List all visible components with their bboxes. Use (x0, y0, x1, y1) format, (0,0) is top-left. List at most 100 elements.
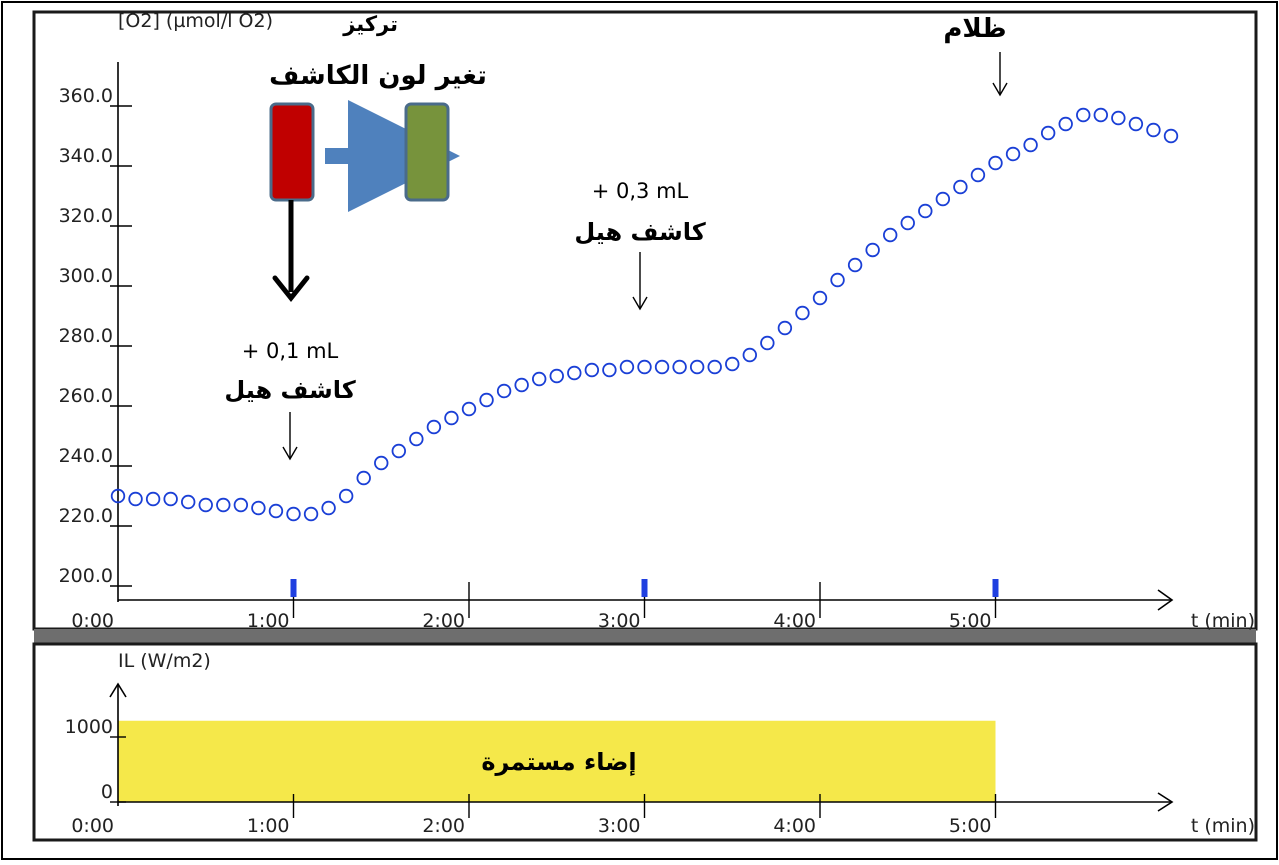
bottom-x-axis-arrow (1157, 792, 1174, 812)
top-x-tick-label: 4:00 (773, 610, 816, 632)
bottom-y-axis-arrow (109, 682, 127, 698)
data-point (110, 488, 126, 504)
data-point (461, 401, 477, 417)
top-y-tick-label: 320.0 (59, 205, 113, 227)
light-region (118, 720, 996, 802)
tube-before-red (269, 102, 315, 202)
data-point (830, 272, 845, 288)
data-point (637, 359, 652, 375)
data-point (935, 191, 951, 207)
data-point (900, 215, 915, 231)
annotation-dark: ظلام (943, 14, 1008, 97)
bottom-x-axis-label: t (min) (1191, 815, 1255, 837)
data-point (426, 419, 442, 435)
data-point (163, 491, 178, 507)
data-point (953, 179, 968, 195)
annotation-arrow-head-3 (992, 82, 1008, 97)
data-point (918, 203, 933, 219)
data-point (409, 431, 424, 447)
top-y-tick-label: 240.0 (59, 445, 113, 467)
data-point (198, 497, 213, 513)
data-point (479, 392, 494, 408)
data-point (1093, 107, 1109, 123)
data-point (356, 470, 371, 486)
data-point (865, 242, 880, 258)
data-point (514, 377, 529, 393)
data-point (496, 383, 512, 399)
top-x-tick-marker (992, 579, 999, 597)
annotation-volume-1: + 0,1 mL (242, 339, 339, 363)
data-point (777, 320, 793, 336)
bottom-x-tick-label: 3:00 (598, 815, 641, 837)
top-ticks: 0:00 1:00 2:00 3:00 4:00 5:00 200.0 220.0 240.0 2… (59, 85, 999, 632)
panel-separator (34, 629, 1256, 644)
indicator-inset: تغير لون الكاشف (269, 61, 487, 303)
data-point (1076, 107, 1091, 123)
data-point (444, 410, 459, 426)
top-y-tick-label: 220.0 (59, 505, 113, 527)
data-point (1005, 146, 1021, 162)
data-point (145, 491, 161, 507)
data-point (602, 362, 617, 378)
bottom-x-tick-label: 1:00 (247, 815, 290, 837)
top-y-tick-label: 340.0 (59, 145, 113, 167)
annotation-0-3ml: + 0,3 mL كاشف هيل (574, 179, 706, 311)
bottom-x-tick-label: 0:00 (71, 815, 114, 837)
bottom-ticks: 0:00 1:00 2:00 3:00 4:00 5:00 0 1000 (65, 716, 997, 837)
top-x-axis-label: t (min) (1191, 610, 1255, 632)
data-point (970, 167, 986, 183)
data-point (233, 497, 249, 513)
data-point (338, 488, 354, 504)
data-point (1111, 110, 1126, 126)
annotation-arrow-head-2 (632, 296, 648, 311)
tube-down-arrow-head (272, 275, 310, 303)
data-point (584, 362, 600, 378)
data-point (619, 359, 635, 375)
top-y-axis-label-arabic: تركيز (342, 12, 398, 36)
data-point (795, 305, 810, 321)
data-point (1163, 128, 1179, 144)
data-point (812, 290, 828, 306)
data-point (1040, 125, 1056, 141)
data-point (1023, 137, 1038, 153)
top-y-tick-label: 260.0 (59, 385, 113, 407)
annotation-reagent-2: كاشف هيل (574, 218, 705, 246)
bottom-y-tick-label: 0 (101, 781, 113, 803)
bottom-x-tick-label: 4:00 (773, 815, 816, 837)
bottom-y-axis-label: IL (W/m2) (118, 650, 211, 672)
tube-after-green (404, 102, 450, 202)
top-x-tick-marker (641, 579, 648, 597)
top-y-tick-label: 280.0 (59, 325, 113, 347)
bottom-x-tick-label: 5:00 (949, 815, 992, 837)
bottom-x-tick-label: 2:00 (422, 815, 465, 837)
data-point (725, 356, 740, 372)
annotation-volume-2: + 0,3 mL (592, 179, 689, 203)
data-point (532, 371, 547, 387)
data-point (374, 455, 389, 471)
data-point (760, 335, 775, 351)
top-x-tick-label: 1:00 (247, 610, 290, 632)
data-point (321, 500, 336, 516)
data-point (883, 227, 898, 243)
data-point (672, 359, 687, 375)
data-point (567, 365, 582, 381)
data-point (549, 368, 564, 384)
top-x-tick-label: 0:00 (71, 610, 114, 632)
data-point (391, 443, 407, 459)
top-x-tick-label: 5:00 (949, 610, 992, 632)
top-y-axis-label: [O2] (µmol/l O2) (118, 10, 273, 32)
top-x-tick-label: 3:00 (598, 610, 641, 632)
data-point (1146, 122, 1161, 138)
data-point (654, 359, 670, 375)
annotation-0-1ml: + 0,1 mL كاشف هيل (224, 339, 356, 461)
data-point (1058, 116, 1073, 132)
annotation-reagent-1: كاشف هيل (224, 376, 355, 404)
data-point (707, 359, 722, 375)
annotation-arrow-head-1 (282, 446, 298, 461)
bottom-y-tick-label: 1000 (65, 716, 113, 738)
top-x-axis-arrow (1157, 589, 1174, 611)
top-x-tick-label: 2:00 (422, 610, 465, 632)
data-point (742, 347, 758, 363)
data-point (847, 257, 863, 273)
